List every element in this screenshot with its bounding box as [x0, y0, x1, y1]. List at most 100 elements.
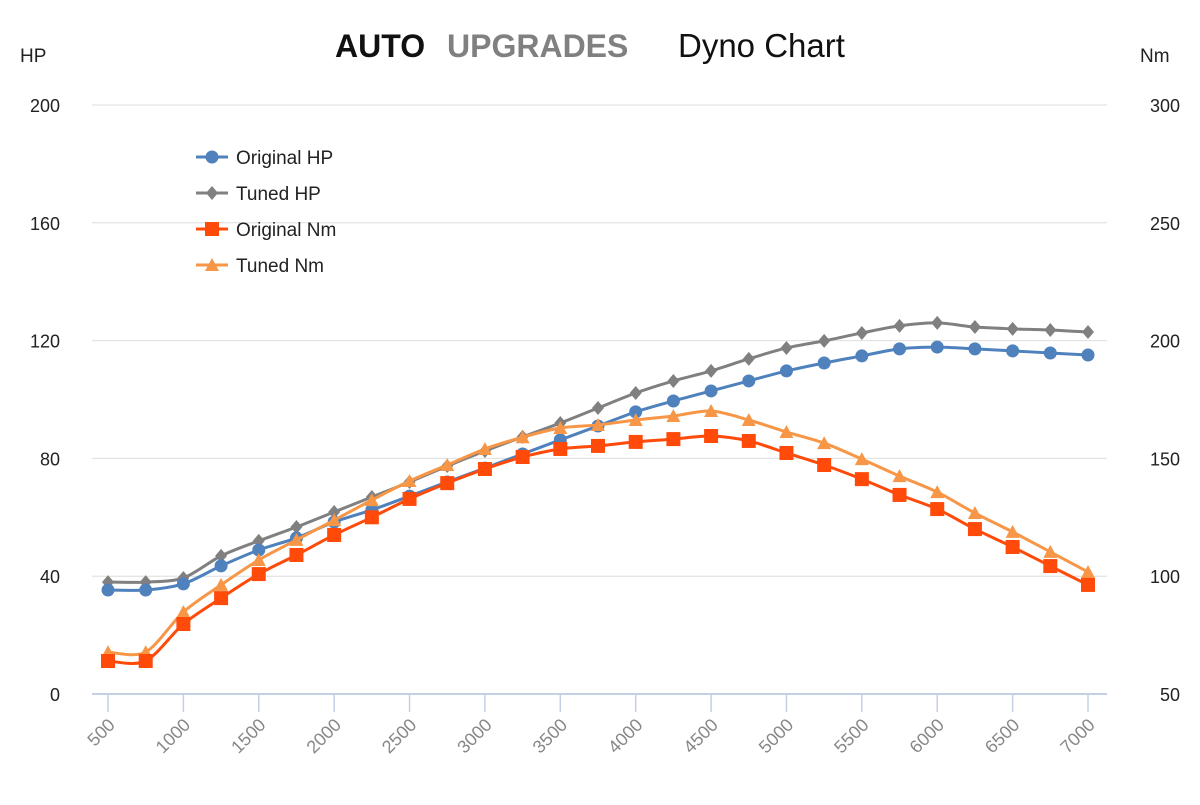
data-point-original-hp	[176, 577, 190, 591]
data-point-original-nm	[854, 472, 869, 487]
data-point-original-nm	[364, 510, 379, 525]
series-original-hp	[101, 340, 1095, 597]
data-point-original-nm	[515, 449, 530, 464]
data-point-tuned-nm	[779, 425, 794, 439]
data-point-tuned-nm	[817, 436, 832, 450]
data-point-original-nm	[327, 527, 342, 542]
data-point-tuned-nm	[327, 513, 342, 527]
y-right-tick-label: 200	[1150, 332, 1180, 352]
data-point-tuned-hp	[629, 386, 642, 401]
data-point-original-hp	[666, 394, 680, 408]
y-right-tick-label: 250	[1150, 214, 1180, 234]
data-point-tuned-nm	[1005, 524, 1020, 538]
legend-label: Tuned HP	[236, 184, 321, 205]
data-point-original-hp	[101, 583, 115, 597]
data-point-tuned-hp	[968, 320, 981, 335]
data-point-original-nm	[251, 567, 266, 582]
chart-title-brand-light: UPGRADES	[447, 28, 628, 64]
data-point-original-nm	[892, 487, 907, 502]
y-left-tick-label: 80	[40, 449, 60, 469]
data-point-tuned-nm	[176, 605, 191, 619]
data-point-original-hp	[855, 349, 869, 363]
data-point-original-nm	[1043, 559, 1058, 574]
data-point-original-nm	[930, 502, 945, 517]
data-point-tuned-hp	[780, 340, 793, 355]
data-point-original-hp	[252, 543, 266, 557]
y-right-tick-label: 100	[1150, 567, 1180, 587]
x-tick-label: 3000	[453, 715, 495, 757]
data-point-original-nm	[214, 591, 229, 606]
data-point-tuned-nm	[251, 552, 266, 566]
data-point-tuned-hp	[931, 315, 944, 330]
legend-item-original-nm: Original Nm	[196, 220, 336, 241]
legend-label: Tuned Nm	[236, 256, 324, 277]
data-point-tuned-nm	[440, 457, 455, 471]
data-point-original-nm	[402, 491, 417, 506]
chart-title-brand-bold: AUTO	[335, 28, 425, 64]
data-point-tuned-nm	[704, 404, 719, 418]
data-point-original-hp	[893, 342, 907, 356]
data-point-original-hp	[1043, 346, 1057, 360]
data-point-original-nm	[1081, 577, 1095, 592]
data-point-tuned-hp	[1006, 321, 1019, 336]
legend-label: Original HP	[236, 148, 333, 169]
data-point-original-hp	[1006, 344, 1020, 358]
y-right-label: Nm	[1140, 46, 1170, 67]
x-tick-label: 4000	[604, 715, 646, 757]
data-point-tuned-nm	[515, 430, 530, 444]
data-point-original-nm	[704, 429, 719, 444]
data-point-tuned-hp	[705, 363, 718, 378]
x-tick-label: 1500	[227, 715, 269, 757]
data-point-tuned-nm	[666, 408, 681, 422]
data-point-tuned-nm	[854, 452, 869, 466]
data-point-original-nm	[477, 462, 492, 477]
data-point-tuned-hp	[1044, 322, 1057, 337]
data-point-tuned-hp	[328, 504, 341, 519]
data-point-tuned-nm	[1043, 544, 1058, 558]
x-tick-label: 6500	[981, 715, 1023, 757]
data-point-tuned-hp	[667, 373, 680, 388]
chart-title: Dyno Chart	[678, 27, 845, 64]
data-point-tuned-nm	[214, 577, 229, 591]
data-point-original-hp	[817, 356, 831, 370]
data-point-tuned-nm	[628, 412, 643, 426]
x-tick-label: 5500	[830, 715, 872, 757]
data-point-tuned-hp	[855, 325, 868, 340]
data-point-tuned-nm	[364, 493, 379, 507]
x-tick-label: 5000	[755, 715, 797, 757]
data-point-original-hp	[742, 374, 756, 388]
y-left-tick-label: 120	[30, 332, 60, 352]
data-point-original-nm	[779, 445, 794, 460]
data-point-tuned-nm	[553, 421, 568, 435]
y-right-tick-label: 50	[1160, 685, 1180, 705]
data-point-tuned-nm	[402, 474, 417, 488]
data-point-original-nm	[591, 438, 605, 453]
data-point-original-hp	[968, 342, 982, 356]
x-tick-label: 3500	[529, 715, 571, 757]
data-point-original-hp	[214, 559, 228, 573]
data-point-original-hp	[1081, 348, 1095, 362]
data-point-original-nm	[628, 434, 643, 449]
y-right-tick-label: 150	[1150, 449, 1180, 469]
data-point-original-hp	[139, 583, 153, 597]
series-original-nm	[101, 429, 1095, 669]
data-point-original-nm	[289, 547, 304, 562]
data-point-original-nm	[101, 654, 115, 669]
data-point-original-nm	[138, 654, 153, 669]
data-point-original-nm	[967, 522, 982, 537]
data-point-tuned-hp	[818, 333, 831, 348]
data-point-tuned-hp	[742, 351, 755, 366]
y-left-label: HP	[20, 46, 46, 67]
data-point-original-nm	[176, 617, 191, 632]
y-left-tick-label: 0	[50, 685, 60, 705]
x-tick-label: 500	[83, 715, 118, 750]
legend-item-tuned-nm: Tuned Nm	[196, 256, 324, 277]
data-point-tuned-nm	[967, 506, 982, 520]
data-point-original-nm	[553, 441, 568, 456]
data-point-tuned-nm	[1081, 564, 1095, 578]
data-point-original-nm	[1005, 539, 1020, 554]
data-point-tuned-nm	[591, 417, 605, 431]
y-left-tick-label: 200	[30, 96, 60, 116]
data-point-tuned-nm	[477, 441, 492, 455]
legend-label: Original Nm	[236, 220, 336, 241]
